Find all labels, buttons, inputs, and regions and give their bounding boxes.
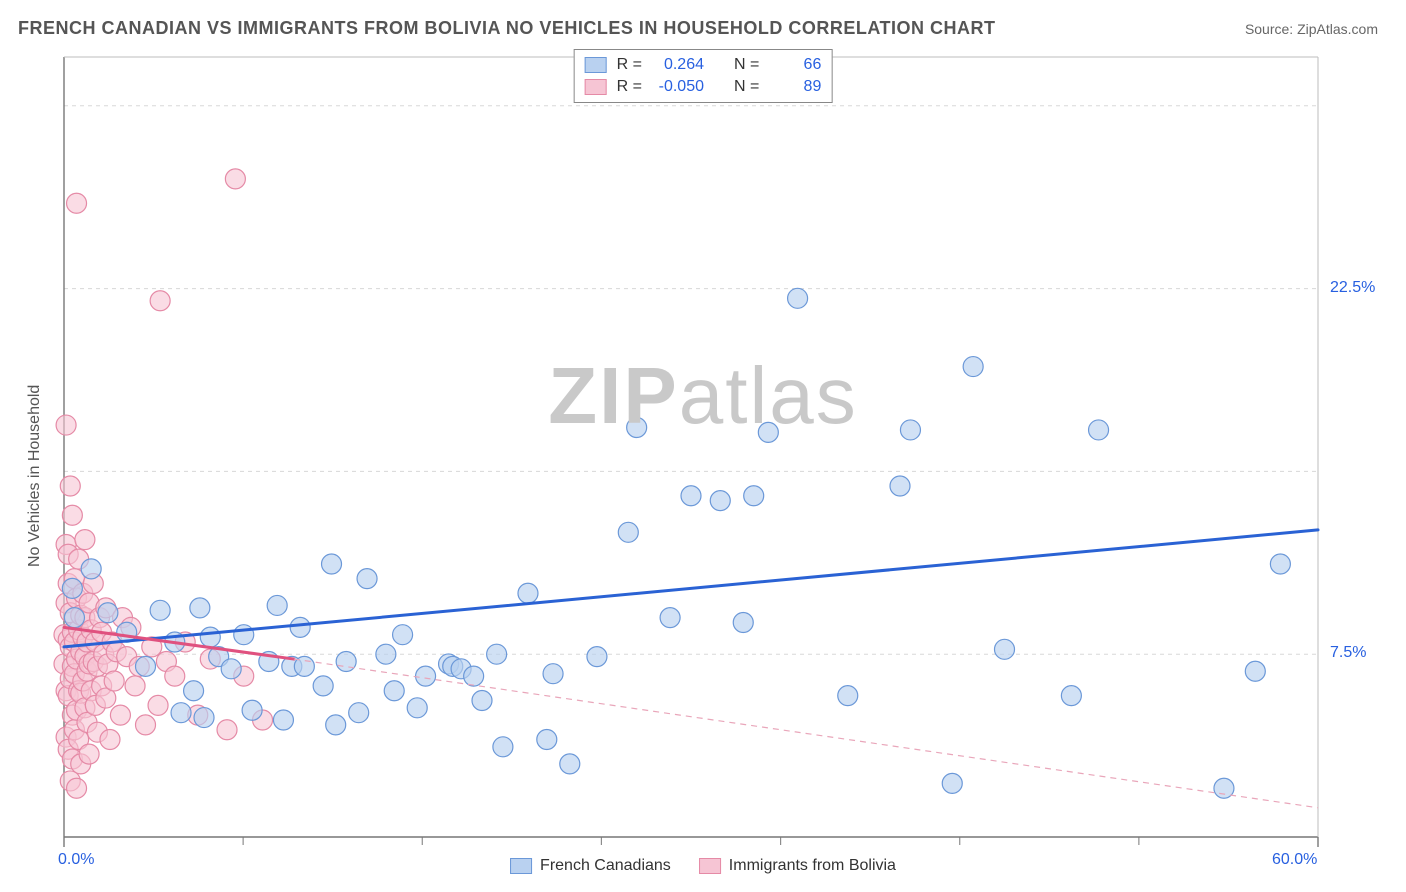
swatch-blue-icon: [585, 57, 607, 73]
r-label: R =: [617, 76, 642, 98]
title-bar: FRENCH CANADIAN VS IMMIGRANTS FROM BOLIV…: [0, 0, 1406, 47]
y-axis-label: No Vehicles in Household: [26, 385, 44, 567]
r-value-blue: 0.264: [652, 54, 704, 76]
n-value-blue: 66: [769, 54, 821, 76]
chart-title: FRENCH CANADIAN VS IMMIGRANTS FROM BOLIV…: [18, 18, 996, 39]
swatch-pink-icon: [699, 858, 721, 874]
axis-tick-label: 22.5%: [1330, 279, 1375, 297]
correlation-legend: R = 0.264 N = 66 R = -0.050 N = 89: [574, 49, 833, 103]
axis-tick-label: 0.0%: [58, 851, 94, 869]
n-label: N =: [734, 54, 759, 76]
axis-tick-label: 60.0%: [1272, 851, 1317, 869]
correlation-row-blue: R = 0.264 N = 66: [585, 54, 822, 76]
legend-label-pink: Immigrants from Bolivia: [729, 857, 896, 875]
chart-area: No Vehicles in Household ZIPatlas R = 0.…: [18, 47, 1388, 879]
axis-tick-label: 7.5%: [1330, 644, 1366, 662]
series-legend: French Canadians Immigrants from Bolivia: [510, 857, 896, 875]
legend-item-blue: French Canadians: [510, 857, 671, 875]
legend-item-pink: Immigrants from Bolivia: [699, 857, 896, 875]
source-label: Source: ZipAtlas.com: [1245, 21, 1378, 37]
n-label: N =: [734, 76, 759, 98]
legend-label-blue: French Canadians: [540, 857, 671, 875]
n-value-pink: 89: [769, 76, 821, 98]
r-label: R =: [617, 54, 642, 76]
r-value-pink: -0.050: [652, 76, 704, 98]
swatch-blue-icon: [510, 858, 532, 874]
scatter-plot-svg: [18, 47, 1388, 879]
correlation-row-pink: R = -0.050 N = 89: [585, 76, 822, 98]
swatch-pink-icon: [585, 79, 607, 95]
